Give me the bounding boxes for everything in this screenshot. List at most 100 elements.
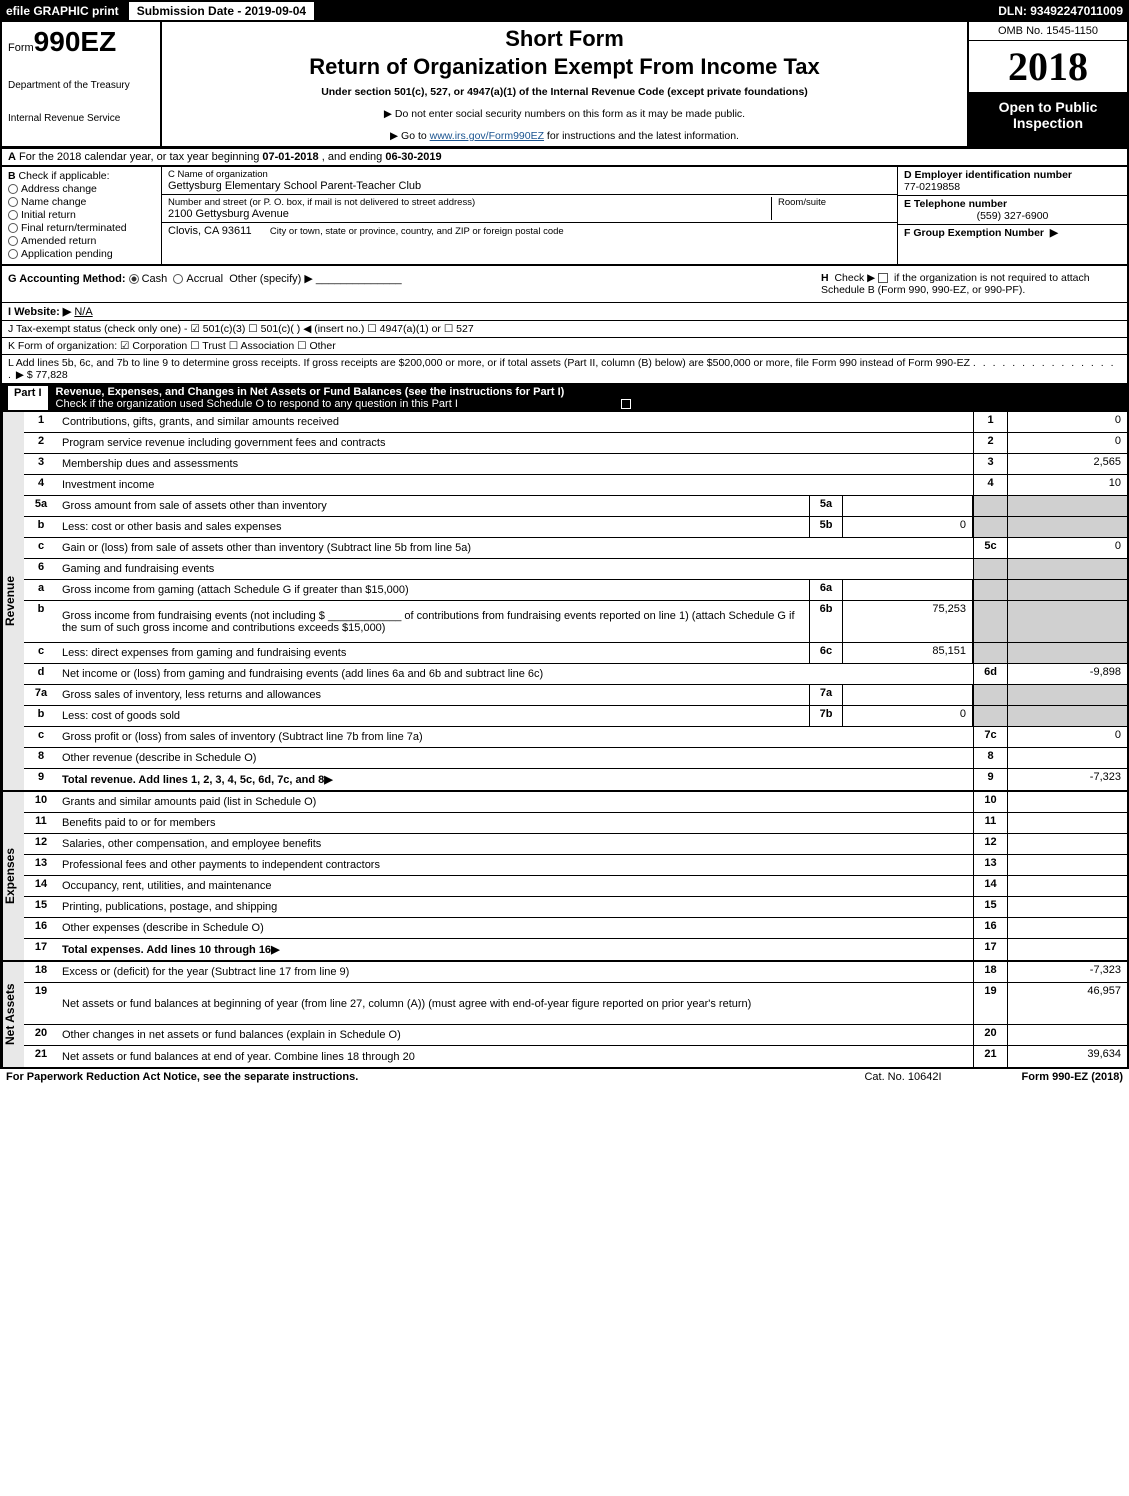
table-row: 16Other expenses (describe in Schedule O… — [24, 918, 1127, 939]
line-desc: Gain or (loss) from sale of assets other… — [58, 538, 973, 558]
h-checkbox[interactable] — [878, 273, 888, 283]
part-1-label: Part I — [8, 386, 48, 410]
mid-val — [843, 580, 973, 600]
radio-accrual[interactable] — [173, 274, 183, 284]
box-val: 2,565 — [1007, 454, 1127, 474]
omb-number: OMB No. 1545-1150 — [969, 22, 1127, 41]
block-bc: B Check if applicable: Address change Na… — [0, 167, 1129, 266]
line-desc: Gross amount from sale of assets other t… — [58, 496, 809, 516]
chk-amended[interactable]: Amended return — [8, 235, 155, 247]
box-num: 18 — [973, 962, 1007, 982]
a-pre: For the 2018 calendar year, or tax year … — [19, 151, 262, 163]
line-desc: Professional fees and other payments to … — [58, 855, 973, 875]
row-a: A For the 2018 calendar year, or tax yea… — [0, 148, 1129, 167]
form-subtitle: Under section 501(c), 527, or 4947(a)(1)… — [170, 86, 959, 98]
note-ssn: ▶ Do not enter social security numbers o… — [170, 108, 959, 120]
line-num: 5a — [24, 496, 58, 516]
line-desc: Other changes in net assets or fund bala… — [58, 1025, 973, 1045]
radio-cash[interactable] — [129, 274, 139, 284]
row-gh: G Accounting Method: Cash Accrual Other … — [0, 266, 1129, 303]
row-i: I Website: ▶ N/A — [0, 303, 1129, 321]
part-1-checkbox[interactable] — [621, 399, 631, 409]
box-val — [1007, 918, 1127, 938]
table-row: 14Occupancy, rent, utilities, and mainte… — [24, 876, 1127, 897]
table-row: 4Investment income410 — [24, 475, 1127, 496]
box-val: -7,323 — [1007, 769, 1127, 790]
chk-initial[interactable]: Initial return — [8, 209, 155, 221]
e-phone: E Telephone number (559) 327-6900 — [898, 196, 1127, 225]
line-num: 20 — [24, 1025, 58, 1045]
line-num: 2 — [24, 433, 58, 453]
table-row: 9Total revenue. Add lines 1, 2, 3, 4, 5c… — [24, 769, 1127, 790]
table-row: dNet income or (loss) from gaming and fu… — [24, 664, 1127, 685]
form-title: Return of Organization Exempt From Incom… — [170, 54, 959, 80]
table-row: 20Other changes in net assets or fund ba… — [24, 1025, 1127, 1046]
l-amount: ▶ $ 77,828 — [16, 369, 68, 381]
box-num: 16 — [973, 918, 1007, 938]
box-num — [973, 685, 1007, 705]
mid-val — [843, 496, 973, 516]
table-row: 6Gaming and fundraising events — [24, 559, 1127, 580]
box-val: 39,634 — [1007, 1046, 1127, 1067]
line-desc: Other revenue (describe in Schedule O) — [58, 748, 973, 768]
chk-name[interactable]: Name change — [8, 196, 155, 208]
header-center: Short Form Return of Organization Exempt… — [162, 22, 967, 146]
box-val: -9,898 — [1007, 664, 1127, 684]
cat-no: Cat. No. 10642I — [864, 1071, 941, 1083]
b-label: B — [8, 170, 16, 182]
box-num: 12 — [973, 834, 1007, 854]
line-num: 9 — [24, 769, 58, 790]
table-row: 7aGross sales of inventory, less returns… — [24, 685, 1127, 706]
chk-final[interactable]: Final return/terminated — [8, 222, 155, 234]
box-val — [1007, 706, 1127, 726]
box-val: 0 — [1007, 538, 1127, 558]
line-desc: Gaming and fundraising events — [58, 559, 973, 579]
box-num — [973, 643, 1007, 663]
line-num: 16 — [24, 918, 58, 938]
line-num: 21 — [24, 1046, 58, 1067]
mid-val: 0 — [843, 706, 973, 726]
box-num: 10 — [973, 792, 1007, 812]
opt-other: Other (specify) ▶ — [229, 273, 313, 285]
line-desc: Net assets or fund balances at beginning… — [58, 983, 973, 1024]
box-val: 10 — [1007, 475, 1127, 495]
box-val — [1007, 517, 1127, 537]
header-left: Form990EZ Department of the Treasury Int… — [2, 22, 162, 146]
box-num: 2 — [973, 433, 1007, 453]
table-row: 11Benefits paid to or for members11 — [24, 813, 1127, 834]
box-num — [973, 517, 1007, 537]
line-num: 6 — [24, 559, 58, 579]
table-row: 10Grants and similar amounts paid (list … — [24, 792, 1127, 813]
box-num: 11 — [973, 813, 1007, 833]
table-row: 2Program service revenue including gover… — [24, 433, 1127, 454]
line-num: c — [24, 727, 58, 747]
form-num: 990EZ — [34, 26, 117, 57]
h-label: H — [821, 272, 829, 284]
line-num: 11 — [24, 813, 58, 833]
box-val — [1007, 601, 1127, 642]
city-row: Clovis, CA 93611 City or town, state or … — [162, 223, 897, 239]
mid-num: 5b — [809, 517, 843, 537]
chk-address[interactable]: Address change — [8, 183, 155, 195]
table-row: 19Net assets or fund balances at beginni… — [24, 983, 1127, 1025]
org-name: Gettysburg Elementary School Parent-Teac… — [168, 180, 891, 192]
box-num: 17 — [973, 939, 1007, 960]
box-val — [1007, 580, 1127, 600]
dots — [461, 398, 618, 410]
irs-link[interactable]: www.irs.gov/Form990EZ — [430, 130, 544, 142]
part-1-check-text: Check if the organization used Schedule … — [56, 398, 458, 410]
table-row: bGross income from fundraising events (n… — [24, 601, 1127, 643]
box-num: 15 — [973, 897, 1007, 917]
phone-label: E Telephone number — [904, 198, 1007, 210]
box-val: 0 — [1007, 433, 1127, 453]
line-num: 13 — [24, 855, 58, 875]
phone: (559) 327-6900 — [904, 210, 1121, 222]
box-num — [973, 496, 1007, 516]
line-desc: Less: direct expenses from gaming and fu… — [58, 643, 809, 663]
box-num: 1 — [973, 412, 1007, 432]
line-num: 10 — [24, 792, 58, 812]
chk-pending[interactable]: Application pending — [8, 248, 155, 260]
submission-date: Submission Date - 2019-09-04 — [129, 2, 314, 20]
table-row: bLess: cost or other basis and sales exp… — [24, 517, 1127, 538]
box-val: -7,323 — [1007, 962, 1127, 982]
